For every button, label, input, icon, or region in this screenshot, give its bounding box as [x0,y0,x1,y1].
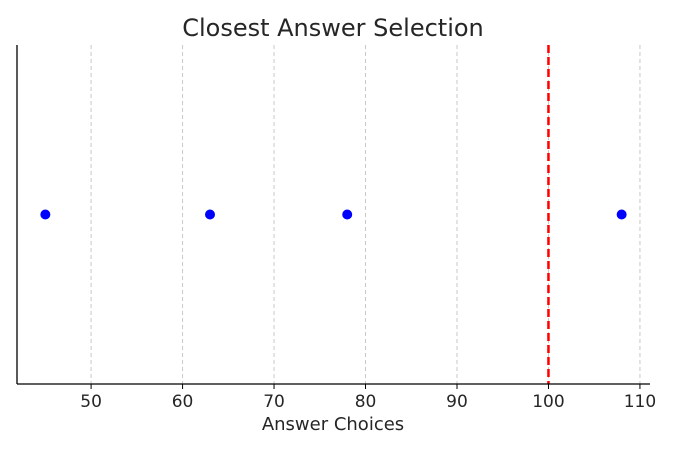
x-tick-label-90: 90 [446,392,468,412]
x-tick-label-80: 80 [355,392,377,412]
x-tick-label-100: 100 [532,392,564,412]
data-point-78 [342,209,353,220]
data-point-63 [205,209,216,220]
data-points [40,209,627,220]
chart-title: Closest Answer Selection [182,14,484,42]
x-tick-label-50: 50 [80,392,102,412]
x-axis-label: Answer Choices [262,414,404,435]
x-axis-ticks: 50 60 70 80 90 100 110 [80,384,656,412]
x-tick-label-110: 110 [624,392,656,412]
data-point-108 [616,209,627,220]
x-tick-label-60: 60 [172,392,194,412]
axes [16,45,650,385]
x-tick-label-70: 70 [263,392,285,412]
data-point-45 [40,209,51,220]
